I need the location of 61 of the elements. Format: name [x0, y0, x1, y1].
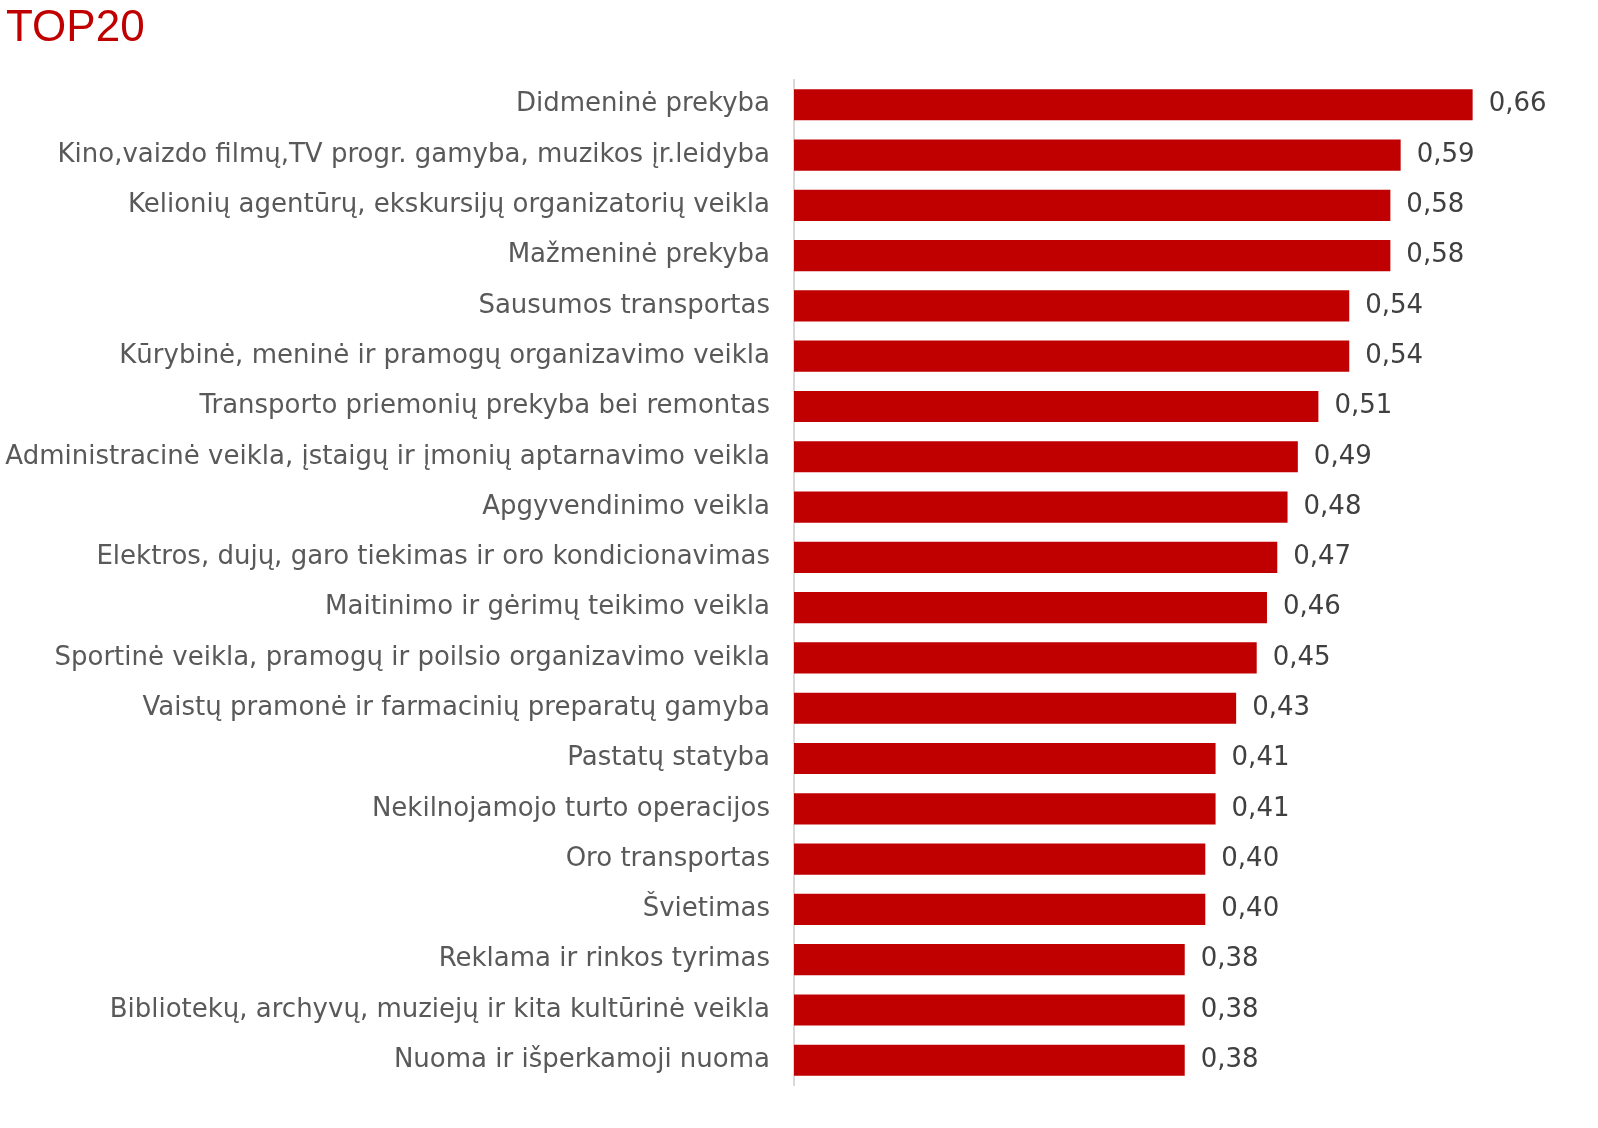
y-tick-label: Bibliotekų, archyvų, muziejų ir kita kultūrinė veikla — [109, 992, 770, 1023]
y-tick-label: Didmeninė prekyba — [515, 87, 770, 118]
bar — [794, 642, 1257, 674]
y-tick-label: Kelionių agentūrų, ekskursijų organizatorių veikla — [127, 188, 770, 219]
data-label: 0,40 — [1221, 892, 1280, 923]
bar — [794, 139, 1401, 171]
data-label: 0,66 — [1488, 87, 1547, 118]
y-tick-label: Kūrybinė, meninė ir pramogų organizavimo veikla — [119, 338, 770, 369]
bar — [794, 89, 1473, 121]
y-tick-label: Kino,vaizdo filmų,TV progr. gamyba, muzikos įr.leidyba — [57, 137, 770, 168]
bar — [794, 793, 1216, 825]
data-label: 0,38 — [1200, 942, 1259, 973]
y-tick-label: Transporto priemonių prekyba bei remontas — [198, 389, 770, 420]
bar — [794, 340, 1350, 372]
data-label: 0,45 — [1272, 640, 1331, 671]
y-tick-label: Administracinė veikla, įstaigų ir įmonių aptarnavimo veikla — [5, 439, 770, 470]
bar — [794, 944, 1185, 976]
bar — [794, 541, 1278, 573]
data-label: 0,40 — [1221, 841, 1280, 872]
y-tick-label: Mažmeninė prekyba — [507, 238, 770, 269]
bar — [794, 290, 1350, 322]
data-label: 0,54 — [1365, 288, 1424, 319]
data-label: 0,47 — [1293, 540, 1352, 571]
bar — [794, 592, 1267, 624]
bar — [794, 994, 1185, 1026]
data-label: 0,58 — [1406, 188, 1465, 219]
y-tick-label: Nekilnojamojo turto operacijos — [371, 791, 770, 822]
y-tick-label: Pastatų statyba — [567, 741, 770, 772]
data-label: 0,49 — [1313, 439, 1372, 470]
data-label: 0,46 — [1282, 590, 1341, 621]
bar — [794, 491, 1288, 523]
data-label: 0,43 — [1252, 690, 1311, 721]
y-tick-label: Sausumos transportas — [478, 288, 770, 319]
data-label: 0,58 — [1406, 238, 1465, 269]
bar — [794, 742, 1216, 775]
y-tick-label: Elektros, dujų, garo tiekimas ir oro kondicionavimas — [96, 540, 770, 571]
data-label: 0,51 — [1334, 389, 1393, 420]
y-tick-label: Apgyvendinimo veikla — [482, 489, 770, 520]
y-tick-label: Sportinė veikla, pramogų ir poilsio organizavimo veikla — [54, 640, 770, 671]
data-label: 0,59 — [1416, 137, 1475, 168]
bar — [794, 692, 1237, 724]
y-tick-label: Oro transportas — [565, 841, 770, 872]
data-label: 0,41 — [1231, 791, 1290, 822]
bar — [794, 893, 1206, 925]
bar — [794, 390, 1319, 423]
data-label: 0,54 — [1365, 338, 1424, 369]
y-tick-label: Reklama ir rinkos tyrimas — [438, 942, 770, 973]
text: TOP20 — [6, 0, 145, 52]
y-tick-label: Vaistų pramonė ir farmacinių preparatų gamyba — [142, 690, 770, 721]
bar — [794, 843, 1206, 875]
data-label: 0,38 — [1200, 992, 1259, 1023]
bar — [794, 240, 1391, 272]
data-label: 0,41 — [1231, 741, 1290, 772]
data-label: 0,38 — [1200, 1043, 1259, 1074]
bar — [794, 1044, 1185, 1076]
bar — [794, 189, 1391, 221]
y-tick-label: Nuoma ir išperkamoji nuoma — [393, 1043, 770, 1074]
y-tick-label: Maitinimo ir gėrimų teikimo veikla — [325, 590, 770, 621]
data-label: 0,48 — [1303, 489, 1362, 520]
bar — [794, 441, 1298, 473]
y-tick-label: Švietimas — [642, 891, 770, 923]
